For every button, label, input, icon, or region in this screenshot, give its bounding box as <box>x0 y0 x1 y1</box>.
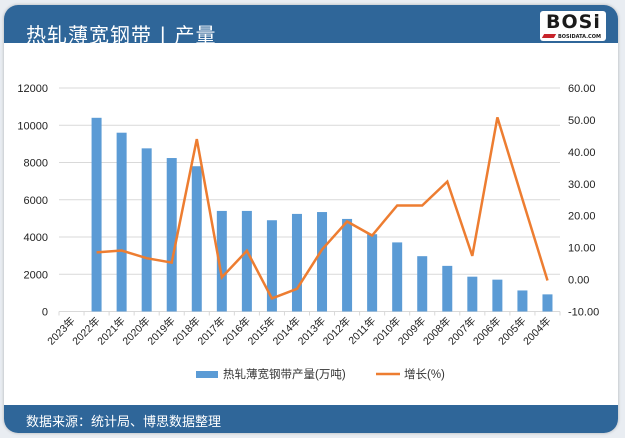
bar <box>442 265 453 312</box>
bar <box>191 166 202 312</box>
x-axis-label: 2004年 <box>520 314 553 347</box>
left-axis-tick: 6000 <box>24 195 48 207</box>
left-axis-tick: 4000 <box>24 232 48 244</box>
bar <box>241 210 252 312</box>
bar <box>392 242 403 312</box>
logo-subtext: BOSIDATA.COM <box>558 34 601 40</box>
logo-stripe-icon <box>541 34 557 38</box>
growth-line <box>96 117 549 300</box>
chart-card: 热轧薄宽钢带 | 产量 BOSi BOSIDATA.COM 0 2000 4000 6… <box>4 5 618 433</box>
footer-bar: 数据来源：统计局、博思数据整理 <box>4 405 618 433</box>
legend-line-label: 增长(%) <box>404 367 445 381</box>
legend-bar-swatch <box>196 371 218 378</box>
bar <box>141 148 152 312</box>
bar <box>317 212 328 312</box>
left-axis-tick: 0 <box>42 307 48 319</box>
bar <box>291 213 302 312</box>
combo-chart: 0 2000 4000 6000 8000 10000 12000 -10.00 0.00 10.… <box>17 83 599 381</box>
left-axis-tick: 8000 <box>24 158 48 170</box>
bar <box>91 117 102 312</box>
bar <box>216 210 227 312</box>
bar <box>266 220 277 312</box>
x-axis-label: 2012年 <box>320 314 353 347</box>
bar <box>417 256 428 312</box>
right-axis-tick: 60.00 <box>568 83 596 95</box>
right-axis-tick: -10.00 <box>568 307 599 319</box>
bar <box>467 276 478 312</box>
left-axis-tick: 12000 <box>17 83 48 95</box>
bar <box>342 218 353 312</box>
bosi-logo: BOSi BOSIDATA.COM <box>540 11 606 41</box>
chart-area: 0 2000 4000 6000 8000 10000 12000 -10.00 0.00 10.… <box>4 43 618 405</box>
legend-bar-label: 热轧薄宽钢带产量(万吨) <box>223 367 346 381</box>
right-axis-tick: 10.00 <box>568 243 596 255</box>
bar <box>166 158 177 312</box>
bar <box>517 290 528 312</box>
right-axis-tick: 20.00 <box>568 211 596 223</box>
data-source: 数据来源：统计局、博思数据整理 <box>26 415 222 430</box>
right-axis-tick: 0.00 <box>568 275 589 287</box>
bar <box>116 132 127 312</box>
right-axis-tick: 50.00 <box>568 115 596 127</box>
bar <box>367 234 378 312</box>
logo-text: BOSi <box>546 11 601 33</box>
right-axis-tick: 40.00 <box>568 147 596 159</box>
left-axis-tick: 2000 <box>24 269 48 281</box>
bar <box>492 279 503 312</box>
left-axis-tick: 10000 <box>17 120 48 132</box>
right-axis-tick: 30.00 <box>568 179 596 191</box>
bar <box>542 294 553 312</box>
